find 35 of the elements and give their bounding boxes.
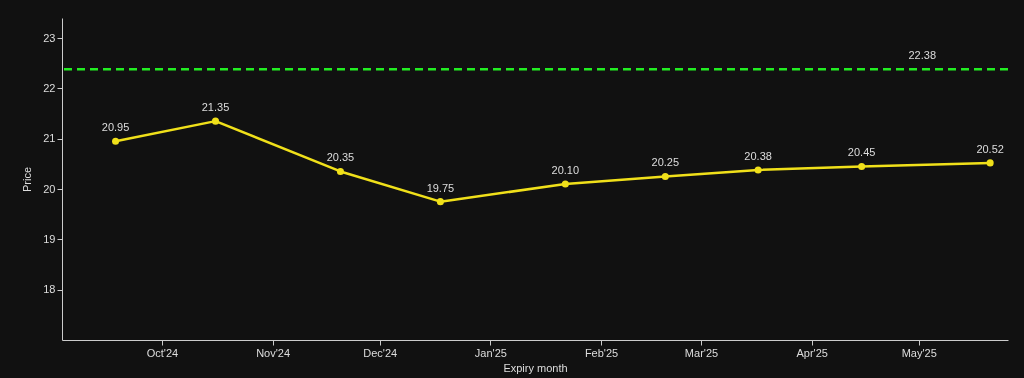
point: [986, 159, 994, 167]
x-tick-label: May'25: [901, 346, 937, 359]
point: [754, 166, 762, 174]
y-axis-title: Price: [21, 166, 34, 193]
x-tick-label: Feb'25: [584, 346, 619, 359]
x-tick-label: Nov'24: [256, 346, 291, 359]
y-tick-label: 21: [43, 132, 56, 145]
x-axis-title: Expiry month: [503, 361, 568, 374]
x-tick-label: Apr'25: [796, 346, 828, 359]
point: [211, 117, 220, 125]
text: 20.52: [976, 142, 1004, 155]
x-tick-label: Dec'24: [363, 346, 398, 359]
x-tick-label: Jan'25: [474, 346, 507, 359]
text: 20.38: [744, 149, 772, 162]
point: [436, 198, 444, 206]
point: [858, 162, 866, 170]
point: [112, 137, 120, 145]
y-tick-label: 22: [43, 81, 56, 94]
ref-line-label: 22.38: [908, 49, 936, 62]
point: [561, 180, 569, 188]
point: [661, 172, 669, 181]
y-tick-label: 18: [43, 283, 56, 296]
text: 20.45: [847, 146, 876, 159]
x-tick-label: Oct'24: [146, 346, 179, 359]
text: 20.25: [651, 156, 680, 169]
y-tick-label: 23: [43, 31, 56, 44]
text: 19.75: [426, 181, 455, 194]
point: [336, 167, 344, 175]
y-tick-label: 20: [43, 182, 56, 195]
y-tick-label: 19: [43, 232, 56, 245]
text: 20.35: [326, 151, 355, 164]
x-tick-label: Mar'25: [684, 346, 719, 359]
text: 21.35: [201, 101, 230, 114]
text: 20.95: [101, 121, 130, 134]
text: 20.10: [551, 164, 580, 177]
